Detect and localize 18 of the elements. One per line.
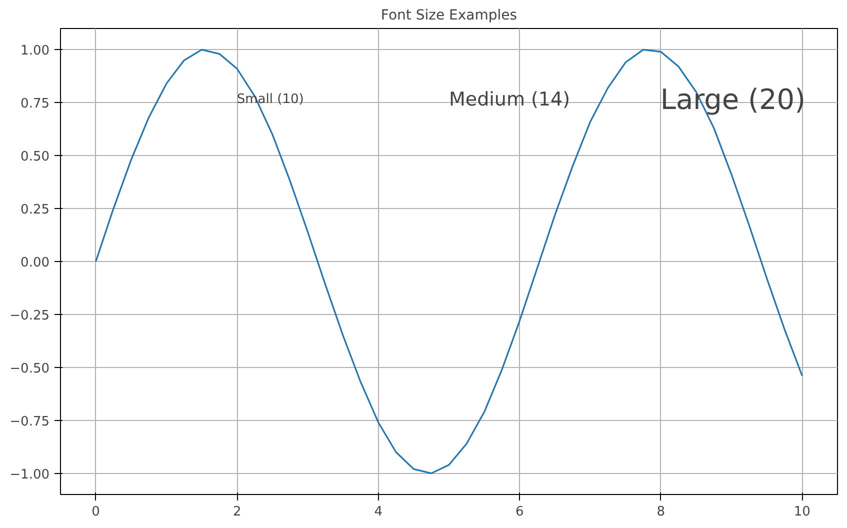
y-tick-label: 0.00	[20, 256, 50, 270]
x-tick-label: 4	[374, 504, 383, 520]
y-tick-label: 0.75	[20, 96, 50, 112]
y-tick-label: 0.50	[20, 150, 50, 165]
x-tick-label: 2	[232, 504, 242, 520]
chart-title: Font Size Examples	[380, 8, 518, 24]
line-series	[95, 48, 803, 474]
y-tick-label: −1.00	[10, 467, 50, 482]
y-tick-label: 0.25	[20, 202, 50, 218]
x-tick-label: 6	[516, 504, 524, 520]
y-tick-label: −0.50	[10, 361, 50, 376]
y-tick-label: 1.00	[20, 44, 50, 59]
x-tick-label: 0	[92, 504, 100, 520]
x-tick-label: 8	[656, 504, 666, 520]
x-tick-label: 10	[794, 504, 810, 520]
annotation: Medium (14)	[449, 88, 570, 110]
y-tick-label: −0.75	[10, 414, 50, 430]
y-tick-label: −0.25	[10, 308, 50, 324]
